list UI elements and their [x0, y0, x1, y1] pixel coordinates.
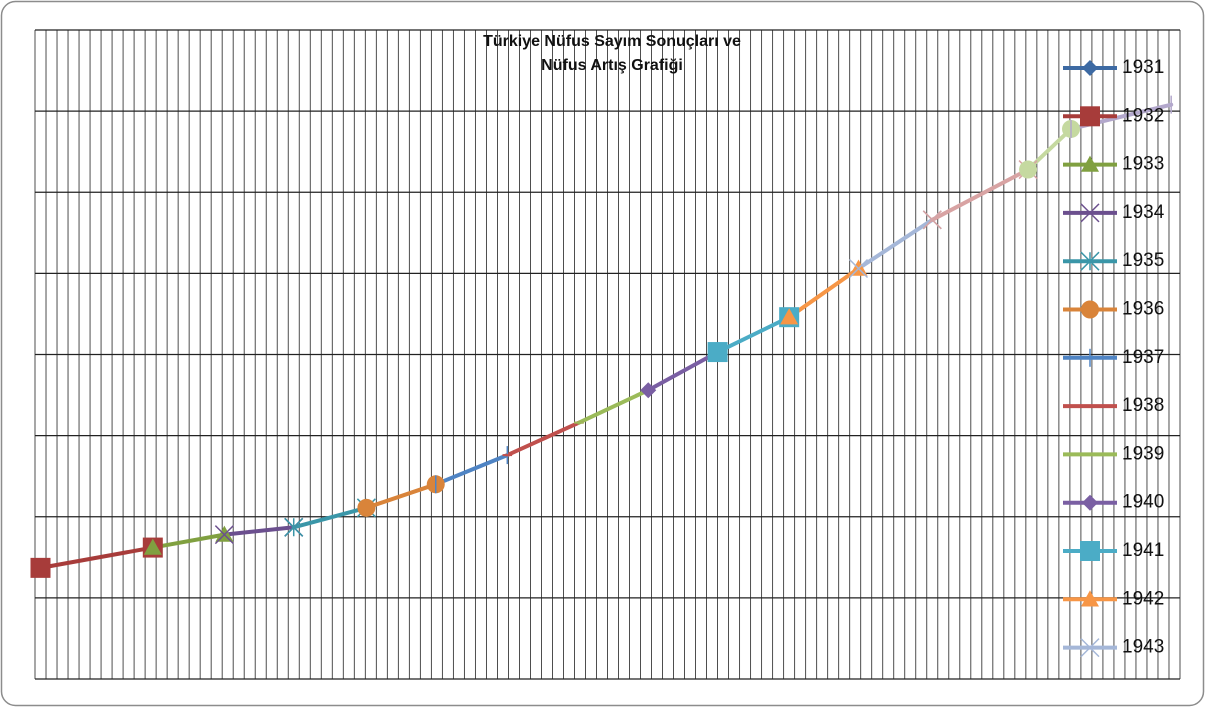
grid — [34, 29, 1181, 680]
marker — [1082, 60, 1098, 76]
legend-label: 1940 — [1122, 492, 1164, 513]
marker — [780, 308, 799, 325]
marker — [1081, 155, 1099, 172]
series-line — [38, 545, 155, 570]
series-line — [787, 266, 861, 320]
legend-label: 1941 — [1122, 540, 1164, 561]
marker — [284, 517, 304, 537]
marker — [1080, 251, 1100, 271]
marker — [1080, 541, 1100, 561]
legend-label: 1942 — [1122, 588, 1164, 609]
series-lines — [30, 95, 1174, 578]
legend-label: 1937 — [1122, 347, 1164, 368]
legend-label: 1932 — [1122, 105, 1164, 126]
legend-label: 1933 — [1122, 154, 1164, 175]
series-line — [364, 482, 438, 510]
marker — [1080, 203, 1100, 223]
series-line — [715, 315, 792, 355]
series-line — [291, 505, 369, 530]
marker — [214, 525, 234, 545]
series-line — [222, 525, 296, 537]
marker — [640, 382, 657, 399]
marker — [1081, 590, 1099, 607]
marker — [707, 342, 728, 363]
series-line — [930, 167, 1031, 222]
marker — [1080, 106, 1100, 127]
legend-label: 1934 — [1122, 202, 1165, 223]
series-line — [856, 217, 935, 271]
legend-label: 1939 — [1122, 443, 1164, 464]
marker — [143, 538, 162, 555]
marker — [1082, 494, 1098, 511]
marker — [848, 258, 869, 279]
marker — [1081, 300, 1099, 319]
marker — [1080, 638, 1100, 658]
legend-label: 1943 — [1122, 637, 1164, 658]
series-line — [576, 388, 651, 425]
marker — [922, 210, 942, 230]
chart-title: Nüfus Artış Grafiği — [541, 57, 683, 74]
legend-label: 1936 — [1122, 299, 1164, 320]
legend: 1931 1932 1933 1934 1935 1936 1937 1938 1939 1940… — [1063, 57, 1165, 658]
marker — [357, 498, 376, 517]
series-line — [505, 420, 581, 458]
marker — [30, 557, 51, 578]
legend-label: 1935 — [1122, 250, 1164, 271]
series-line — [433, 453, 510, 487]
series-line — [646, 350, 720, 393]
marker — [1019, 160, 1038, 179]
chart-title: Türkiye Nüfus Sayım Sonuçları ve — [483, 33, 741, 50]
legend-label: 1938 — [1122, 395, 1164, 416]
legend-label: 1931 — [1122, 57, 1164, 78]
series-line — [150, 532, 227, 550]
